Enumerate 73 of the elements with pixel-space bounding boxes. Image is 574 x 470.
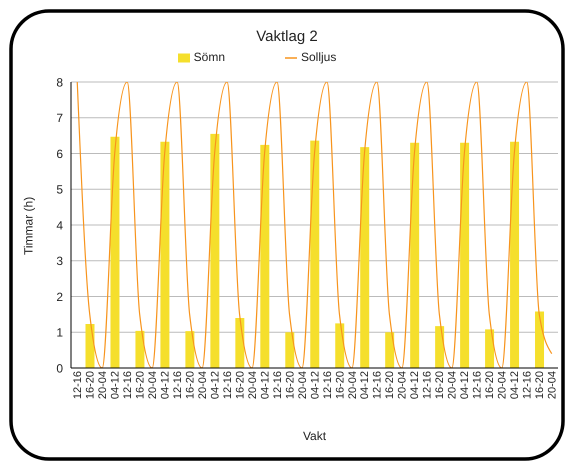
x-tick-label: 20-04: [496, 371, 509, 400]
x-tick-label: 12-16: [472, 371, 484, 400]
x-tick-label: 04-12: [459, 371, 472, 400]
legend-label: Sömn: [194, 50, 225, 64]
x-tick-label: 04-12: [259, 371, 272, 400]
x-tick-label: 04-12: [409, 371, 422, 400]
x-tick-label: 20-04: [546, 371, 559, 400]
bar: [510, 142, 520, 368]
bar: [260, 144, 270, 368]
x-tick-label: 12-16: [172, 371, 184, 400]
x-tick-label: 16-20: [84, 371, 97, 400]
y-tick-label: 7: [56, 111, 64, 126]
bar: [360, 147, 370, 368]
bar: [385, 332, 394, 368]
x-tick-label: 20-04: [146, 371, 159, 400]
x-tick-label: 20-04: [97, 371, 110, 400]
x-tick-label: 12-16: [72, 371, 84, 400]
x-tick-label: 12-16: [272, 371, 284, 400]
y-tick-label: 5: [56, 182, 64, 197]
x-tick-label: 04-12: [209, 371, 222, 400]
y-tick-label: 4: [56, 218, 64, 232]
y-tick-label: 2: [56, 290, 64, 304]
x-tick-label: 12-16: [422, 371, 434, 400]
x-tick-label: 20-04: [346, 371, 359, 400]
x-tick-label: 12-16: [522, 371, 534, 400]
x-tick-label: 16-20: [384, 371, 396, 400]
bar: [160, 142, 170, 368]
x-tick-label: 04-12: [359, 371, 372, 400]
bar: [185, 331, 194, 368]
x-tick-label: 16-20: [284, 371, 296, 400]
x-tick-label: 12-16: [222, 371, 234, 400]
legend-label: Solljus: [301, 50, 336, 64]
x-tick-label: 12-16: [122, 371, 134, 400]
bar: [335, 323, 344, 368]
bar: [135, 330, 144, 368]
y-tick-label: 1: [56, 326, 64, 340]
bar: [485, 329, 494, 368]
x-tick-label: 16-20: [234, 371, 246, 400]
x-tick-label: 04-12: [509, 371, 522, 400]
x-tick-label: 12-16: [372, 371, 384, 400]
y-axis-title: Timmar (h): [21, 196, 36, 255]
line-series: [76, 82, 552, 368]
x-tick-label: 20-04: [246, 371, 259, 400]
bar: [435, 326, 444, 368]
bar: [460, 142, 470, 368]
bar: [210, 134, 220, 368]
bar: [535, 312, 544, 368]
y-tick-label: 3: [56, 254, 64, 268]
chart-title: Vaktlag 2: [255, 28, 319, 45]
bar: [410, 142, 420, 368]
x-tick-label: 20-04: [396, 371, 409, 400]
x-tick-label: 16-20: [434, 371, 446, 400]
bar: [285, 332, 294, 368]
y-tick-label: 6: [56, 146, 64, 161]
bar: [310, 140, 320, 368]
y-tick-label: 0: [56, 361, 64, 376]
x-tick-label: 16-20: [484, 371, 496, 400]
x-tick-label: 20-04: [446, 371, 459, 400]
x-tick-label: 04-12: [110, 371, 122, 400]
x-tick-label: 20-04: [196, 371, 209, 400]
x-tick-label: 12-16: [322, 371, 334, 400]
x-tick-label: 04-12: [309, 371, 322, 400]
x-tick-label: 16-20: [334, 371, 346, 400]
x-tick-label: 16-20: [134, 371, 146, 400]
bar: [235, 318, 244, 368]
x-tick-label: 20-04: [296, 371, 309, 400]
x-tick-label: 16-20: [534, 371, 546, 400]
x-tick-label: 16-20: [184, 371, 196, 400]
x-tick-label: 04-12: [159, 371, 172, 400]
bar: [110, 136, 120, 368]
bar: [85, 324, 94, 368]
x-axis-title: Vakt: [302, 429, 327, 443]
y-tick-label: 8: [56, 75, 64, 90]
